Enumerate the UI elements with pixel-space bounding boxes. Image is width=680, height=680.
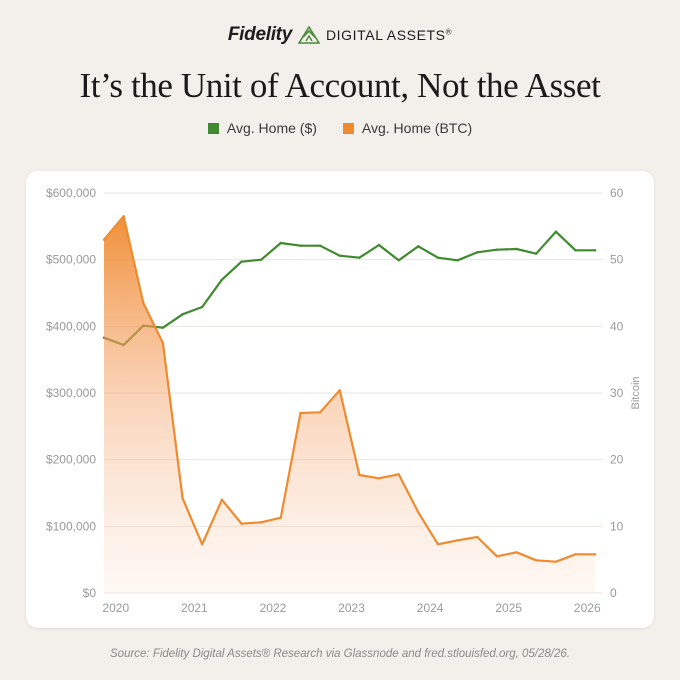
usd-data-point: [436, 256, 440, 259]
btc-data-point: [102, 238, 106, 241]
x-tick-label: 2020: [102, 601, 129, 615]
source-note: Source: Fidelity Digital Assets® Researc…: [110, 648, 570, 660]
btc-data-point: [279, 516, 282, 519]
usd-data-point: [260, 258, 263, 261]
btc-series-line: [102, 215, 597, 563]
x-tick-label: 2026: [574, 601, 601, 615]
brand-header: Fidelity DIGITAL ASSETS®: [0, 24, 680, 46]
btc-data-point: [358, 473, 361, 477]
y-left-tick-label: $100,000: [46, 519, 96, 533]
x-tick-label: 2021: [181, 601, 208, 615]
btc-data-point: [299, 411, 302, 415]
usd-data-point: [593, 249, 597, 252]
btc-data-point: [377, 477, 381, 480]
chart-legend: Avg. Home ($) Avg. Home (BTC): [0, 120, 680, 136]
y-right-tick-label: 0: [610, 586, 617, 600]
btc-data-point: [318, 411, 322, 414]
legend-item-usd: Avg. Home ($): [207, 120, 317, 136]
y-left-tick-label: $300,000: [46, 386, 96, 400]
btc-data-point: [476, 535, 479, 539]
y-right-tick-label: 40: [610, 319, 624, 333]
btc-data-point: [495, 555, 499, 558]
x-tick-label: 2024: [417, 601, 444, 615]
usd-data-point: [515, 247, 518, 251]
usd-series-line: [102, 230, 597, 347]
btc-data-point: [574, 553, 577, 556]
y-right-axis-title: Bitcoin: [630, 376, 642, 409]
series-layer: [102, 215, 597, 594]
btc-data-point: [554, 560, 558, 563]
btc-data-point: [593, 553, 597, 556]
x-tick-label: 2025: [495, 601, 522, 615]
y-left-tick-label: $0: [83, 586, 97, 600]
chart-title: It’s the Unit of Account, Not the Asset: [79, 66, 601, 105]
legend-swatch-usd: [207, 122, 219, 134]
usd-data-point: [201, 305, 204, 309]
btc-data-point: [181, 497, 184, 500]
y-right-tick-label: 50: [610, 253, 624, 267]
usd-data-point: [417, 245, 420, 248]
y-left-tick-label: $600,000: [46, 186, 96, 200]
y-left-tick-label: $200,000: [46, 453, 96, 467]
usd-data-point: [318, 244, 322, 247]
legend-label-btc: Avg. Home (BTC): [361, 120, 473, 136]
usd-data-point: [456, 259, 459, 262]
usd-data-point: [299, 244, 302, 247]
y-right-tick-label: 60: [610, 186, 624, 200]
usd-data-point: [240, 260, 243, 263]
pyramid-logo-icon: [297, 26, 320, 44]
brand-name: Fidelity: [227, 24, 292, 45]
y-right-tick-label: 10: [610, 519, 624, 533]
btc-data-point: [436, 543, 440, 546]
y-right-tick-label: 30: [610, 386, 624, 400]
btc-data-point: [515, 551, 518, 554]
btc-area-fill: [104, 216, 596, 594]
btc-data-point: [260, 521, 263, 524]
btc-data-point: [456, 539, 459, 542]
y-left-tick-label: $400,000: [46, 319, 96, 333]
usd-data-point: [161, 326, 165, 329]
usd-data-point: [495, 248, 499, 251]
btc-data-point: [122, 215, 125, 218]
y-right-tick-label: 20: [610, 453, 624, 467]
axis-labels: $0 0 $100,000 10 $200,000 20 $300,000 30 $400,00…: [46, 186, 642, 615]
usd-data-point: [397, 259, 400, 262]
x-tick-label: 2022: [260, 601, 287, 615]
legend-label-usd: Avg. Home ($): [226, 120, 317, 136]
line-chart: $0 0 $100,000 10 $200,000 20 $300,000 30 $400,00…: [46, 186, 642, 615]
legend-swatch-btc: [342, 122, 354, 134]
y-left-tick-label: $500,000: [46, 253, 96, 267]
btc-data-point: [220, 498, 224, 501]
x-tick-label: 2023: [338, 601, 365, 615]
usd-data-point: [338, 254, 341, 257]
brand-division: DIGITAL ASSETS®: [325, 27, 453, 43]
usd-data-point: [574, 249, 577, 252]
usd-data-point: [181, 313, 184, 316]
btc-data-point: [142, 301, 145, 305]
btc-data-point: [240, 522, 243, 525]
legend-item-btc: Avg. Home (BTC): [342, 120, 473, 136]
usd-data-point: [358, 256, 361, 259]
btc-data-point: [397, 473, 400, 476]
usd-data-point: [476, 251, 479, 254]
btc-data-point: [338, 389, 341, 392]
usd-data-point: [279, 241, 282, 245]
usd-data-point: [554, 230, 558, 233]
btc-data-point: [417, 511, 420, 514]
usd-data-point: [535, 252, 538, 255]
btc-data-point: [201, 543, 204, 546]
usd-data-point: [377, 243, 381, 247]
btc-data-point: [535, 559, 538, 562]
btc-data-point: [161, 341, 165, 345]
chart-card: $0 0 $100,000 10 $200,000 20 $300,000 30 $400,00…: [26, 171, 654, 628]
usd-data-point: [220, 278, 224, 281]
